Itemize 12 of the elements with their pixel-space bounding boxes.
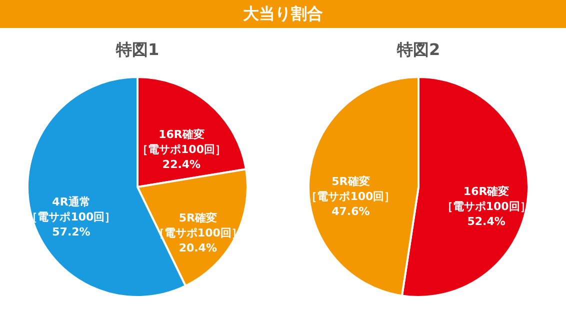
data-label: 22.4% [162,158,201,172]
data-label: 52.4% [467,215,506,228]
chart-title: 特図1 [114,40,160,59]
slice-label: 4R通常［電サポ100回］ [26,195,116,224]
slice-label: 16R確変［電サポ100回］ [137,128,226,156]
data-label: 57.2% [52,225,90,238]
text: 大当り割合 [243,4,323,23]
slice-label: 5R確変［電サポ100回］ [306,174,396,203]
data-label: 20.4% [178,241,217,254]
data-label: 47.6% [332,204,370,218]
chart-title: 特図2 [396,40,440,59]
slice-label: 16R確変［電サポ100回］ [442,185,531,214]
